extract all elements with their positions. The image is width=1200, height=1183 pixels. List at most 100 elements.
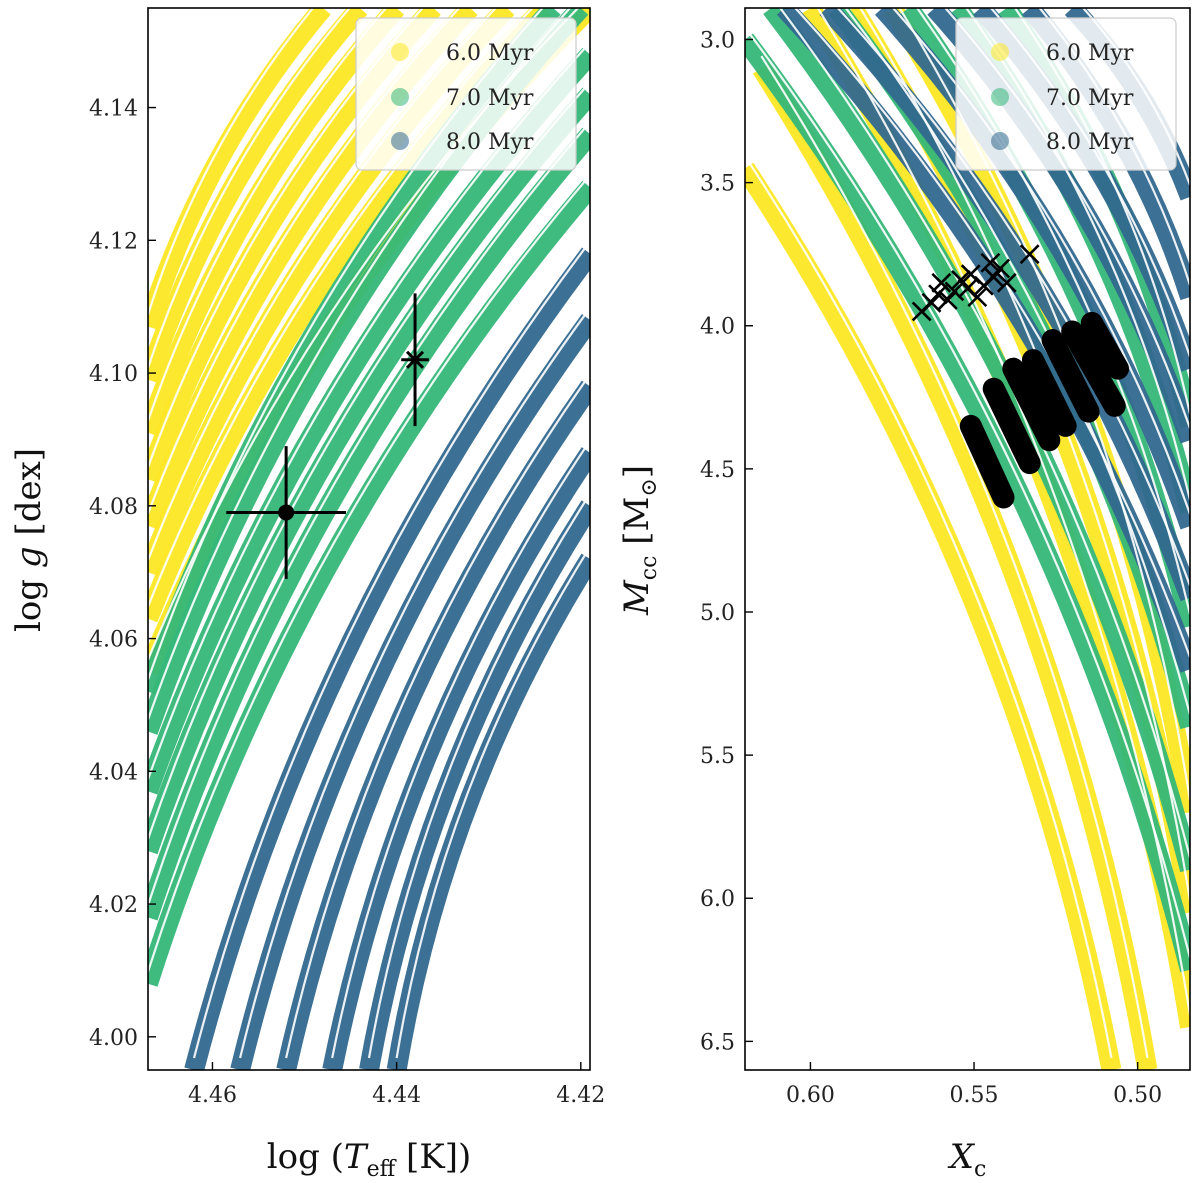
right-y-tick-label: 5.0	[700, 601, 735, 626]
cross-point-3	[931, 272, 952, 293]
legend-marker-7myr	[991, 88, 1009, 106]
legend-label-8myr: 8.0 Myr	[1046, 130, 1134, 155]
left-track-gap-3	[331, 440, 590, 1059]
left-x-axis-label: log (Teff [K])	[267, 1137, 472, 1182]
right-x-tick-label: 0.50	[1113, 1083, 1162, 1108]
right-y-tick-label: 4.5	[700, 458, 735, 483]
left-track-gap-1	[239, 307, 590, 1059]
left-legend: 6.0 Myr 7.0 Myr 8.0 Myr	[355, 17, 577, 171]
right-track-gap-1	[836, 8, 1190, 587]
right-track-80myr-1	[819, 8, 1190, 602]
legend-label-7myr: 7.0 Myr	[446, 86, 534, 111]
right-y-tick-label: 4.0	[700, 315, 735, 340]
left-track-70myr-1	[148, 127, 590, 921]
cross-point-13	[990, 258, 1011, 279]
right-track-gap-2	[816, 8, 1190, 1016]
right-track-gap-0	[745, 155, 1113, 1059]
left-track-gap-1	[148, 121, 590, 906]
left-track-gap-6	[148, 8, 352, 369]
left-track-70myr-2	[148, 87, 590, 855]
legend-marker-8myr	[391, 132, 409, 150]
right-track-60myr-0	[745, 162, 1122, 1070]
left-track-80myr-1	[230, 314, 590, 1070]
right-track-70myr-0	[745, 33, 1190, 973]
left-track-80myr-0	[184, 247, 590, 1070]
left-track-60myr-5	[148, 8, 405, 437]
right-y-tick-label: 5.5	[700, 744, 735, 769]
left-track-gap-2	[285, 373, 590, 1059]
left-y-tick-label: 4.02	[89, 893, 138, 918]
observation-1-point	[405, 350, 425, 369]
sample-band-5	[1061, 320, 1126, 417]
sample-band-2	[1002, 357, 1061, 452]
left-track-gap-0	[192, 240, 590, 1059]
left-y-tick-label: 4.14	[89, 97, 138, 122]
right-legend: 6.0 Myr 7.0 Myr 8.0 Myr	[955, 17, 1177, 171]
right-y-tick-label: 6.0	[700, 887, 735, 912]
left-y-tick-label: 4.04	[89, 760, 138, 785]
right-track-gap-0	[745, 26, 1190, 959]
left-track-80myr-4	[359, 500, 590, 1070]
left-track-60myr-6	[148, 8, 368, 383]
right-panel: 0.60 0.55 0.50 3.0 3.5 4.0 4.5 5.0 5.5 6.0 6.5 6.0…	[617, 7, 1191, 1182]
cross-point-9	[967, 287, 988, 308]
right-track-gap-0	[793, 8, 1190, 658]
observation-0-point	[278, 504, 295, 521]
left-x-tick-label: 4.42	[556, 1083, 605, 1108]
legend-marker-8myr	[991, 132, 1009, 150]
right-x-tick-label: 0.55	[950, 1083, 999, 1108]
legend-label-6myr: 6.0 Myr	[1046, 41, 1134, 66]
right-y-tick-label: 3.5	[700, 172, 735, 197]
legend-marker-7myr	[391, 88, 409, 106]
left-track-80myr-2	[276, 380, 590, 1070]
cross-point-12	[983, 267, 1004, 287]
left-x-tick-label: 4.46	[188, 1083, 237, 1108]
left-ticks: 4.46 4.44 4.42 4.00 4.02 4.04 4.06 4.08 4.10 4.12…	[89, 97, 605, 1108]
left-track-gap-5	[148, 8, 388, 422]
cross-point-6	[951, 270, 971, 290]
left-track-70myr-0	[148, 180, 590, 987]
cross-point-2	[928, 284, 948, 305]
left-y-tick-label: 4.08	[89, 495, 138, 520]
sample-band-3	[1021, 349, 1077, 437]
right-axes-frame	[744, 7, 1191, 1071]
legend-label-7myr: 7.0 Myr	[1046, 86, 1134, 111]
right-y-axis-label: Mcc [M⊙]	[617, 465, 662, 616]
left-track-80myr-5	[386, 553, 590, 1070]
legend-marker-6myr	[991, 43, 1009, 61]
right-track-gap-1	[760, 55, 1149, 1059]
sample-band-6	[1080, 311, 1130, 380]
left-y-axis-label: log g [dex]	[9, 448, 49, 632]
right-x-axis-label: Xc	[947, 1137, 987, 1182]
left-y-tick-label: 4.06	[89, 628, 138, 653]
left-track-80myr-3	[322, 447, 590, 1070]
sample-band-1	[982, 377, 1041, 475]
right-ticks: 0.60 0.55 0.50 3.0 3.5 4.0 4.5 5.0 5.5 6.0 6.5	[700, 28, 1162, 1108]
left-x-tick-label: 4.44	[372, 1083, 421, 1108]
left-track-gap-2	[148, 81, 590, 840]
legend-label-8myr: 8.0 Myr	[446, 130, 534, 155]
left-track-60myr-7	[148, 8, 331, 330]
left-legend-box	[355, 17, 577, 171]
right-x-tick-label: 0.60	[786, 1083, 835, 1108]
legend-marker-6myr	[391, 43, 409, 61]
right-y-tick-label: 3.0	[700, 28, 735, 53]
right-y-tick-label: 6.5	[700, 1030, 735, 1055]
sample-band-0	[959, 414, 1015, 509]
left-y-tick-label: 4.00	[89, 1026, 138, 1051]
sample-band-4	[1041, 329, 1100, 423]
right-track-60myr-1	[752, 62, 1158, 1070]
left-track-gap-4	[367, 493, 590, 1059]
left-track-gap-0	[148, 174, 590, 973]
right-legend-box	[955, 17, 1177, 171]
cross-point-4	[937, 290, 958, 310]
left-y-tick-label: 4.10	[89, 362, 138, 387]
right-track-gap-2	[891, 8, 1190, 515]
cross-point-14	[996, 272, 1017, 293]
left-panel: 4.46 4.44 4.42 4.00 4.02 4.04 4.06 4.08 4.10 4.12…	[9, 7, 605, 1182]
left-axes-frame	[147, 7, 591, 1071]
legend-label-6myr: 6.0 Myr	[446, 41, 534, 66]
cross-point-15	[1019, 244, 1040, 265]
cross-point-1	[921, 292, 942, 313]
